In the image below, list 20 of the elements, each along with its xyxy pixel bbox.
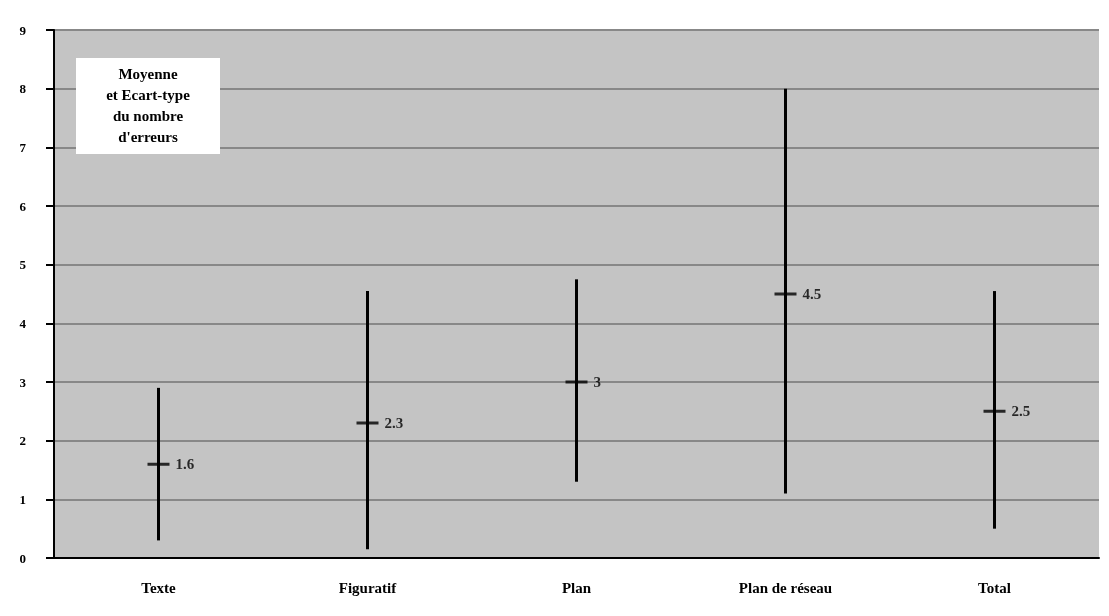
y-tick-label: 4 — [19, 315, 27, 331]
data-label: 4.5 — [802, 286, 822, 302]
data-label: 2.3 — [384, 415, 404, 432]
y-tick-label: 8 — [19, 81, 27, 97]
y-tick-label: 7 — [19, 139, 27, 155]
x-tick-label: Plan de réseau — [738, 579, 833, 596]
data-label: 3 — [593, 374, 601, 390]
y-tick-label: 9 — [19, 22, 27, 38]
y-tick-label: 1 — [19, 491, 26, 507]
data-label: 2.5 — [1011, 403, 1031, 420]
x-tick-label: Texte — [141, 579, 177, 596]
y-tick-label: 6 — [19, 198, 27, 214]
y-tick-label: 2 — [19, 433, 26, 449]
x-tick-label: Plan — [561, 579, 592, 596]
x-tick-label: Figuratif — [338, 579, 398, 596]
x-tick-label: Total — [978, 579, 1011, 596]
y-tick-label: 3 — [19, 374, 27, 390]
data-label: 1.6 — [175, 456, 195, 473]
y-tick-label: 0 — [19, 550, 26, 566]
y-tick-label: 5 — [19, 257, 27, 273]
